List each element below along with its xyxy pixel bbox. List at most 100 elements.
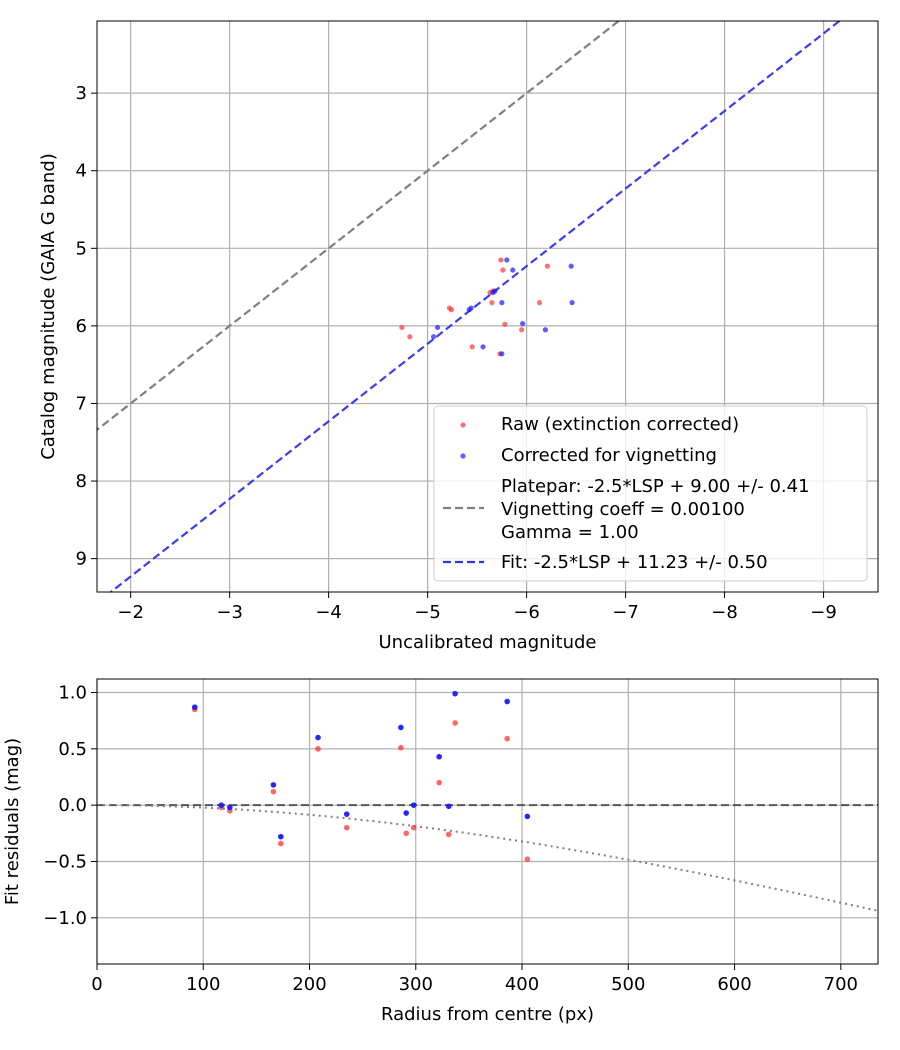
bottom-ticks: 0 100 200 300 400 500 600 700 1.0 0.5 0.0 −0.5 −1.0 (43, 683, 858, 995)
corrected-residual-point (410, 802, 417, 808)
bottom-plot: 0 100 200 300 400 500 600 7001.00.50.0−0.5−1.0 … (2, 678, 879, 1025)
y-tick-label: 9 (76, 549, 87, 570)
bottom-x-axis-label: Radius from centre (px) (381, 1004, 594, 1025)
raw-point (544, 263, 550, 269)
y-tick-label: 7 (76, 393, 87, 414)
raw-residual-point (410, 824, 417, 831)
raw-point (519, 327, 525, 333)
bottom-points (191, 690, 531, 863)
top-points (399, 257, 575, 357)
corrected-point (492, 288, 498, 294)
x-tick-label: −9 (810, 602, 837, 623)
x-tick-label: 0 (91, 974, 102, 995)
legend-box (433, 405, 868, 582)
y-tick-label: −0.5 (43, 851, 87, 872)
corrected-point (480, 344, 486, 350)
raw-point (407, 334, 413, 340)
y-tick-label: 6 (76, 316, 87, 337)
top-y-axis-label: Catalog magnitude (GAIA G band) (38, 153, 59, 460)
y-tick-label: 0.0 (58, 795, 87, 816)
raw-point (489, 300, 495, 306)
bottom-lines (97, 804, 879, 912)
x-tick-label: −8 (711, 602, 738, 623)
top-plot: −2 −3 −4 −5 −6 −7 −8 −9 3 4 5 6 7 8 9 Uncalibrated mag… (38, 20, 879, 653)
corrected-point (430, 334, 437, 340)
y-tick-label: 3 (76, 83, 87, 104)
x-tick-label: 400 (505, 974, 539, 995)
raw-residual-point (278, 840, 284, 847)
top-plot-frame (96, 20, 879, 593)
corrected-residual-point (315, 734, 321, 741)
y-tick-label: 8 (76, 471, 87, 492)
corrected-point (504, 257, 510, 263)
raw-residual-point (343, 824, 350, 831)
corrected-residual-point (398, 724, 404, 731)
top-ticks: −2 −3 −4 −5 −6 −7 −8 −9 3 4 5 6 7 8 9 (76, 83, 837, 623)
corrected-point (542, 327, 549, 333)
corrected-point (499, 300, 505, 306)
x-tick-label: 500 (611, 974, 645, 995)
y-tick-label: 5 (76, 238, 87, 259)
raw-residual-point (452, 720, 458, 726)
legend-vignetting-label: Vignetting coeff = 0.00100 (501, 499, 745, 520)
raw-residual-point (403, 830, 410, 837)
corrected-residual-point (436, 753, 442, 760)
corrected-point (520, 320, 526, 327)
corrected-point (568, 263, 574, 269)
x-tick-label: −7 (612, 602, 639, 623)
corrected-residual-point (227, 804, 233, 811)
corrected-residual-point (191, 704, 198, 710)
y-tick-label: 0.5 (58, 739, 87, 760)
x-tick-label: 200 (292, 974, 326, 995)
x-tick-label: −6 (513, 602, 540, 623)
raw-residual-point (504, 735, 510, 742)
x-tick-label: −4 (315, 602, 342, 623)
raw-point (502, 321, 508, 327)
legend-gamma-label: Gamma = 1.00 (501, 522, 639, 543)
raw-residual-point (270, 788, 277, 795)
corrected-residual-point (504, 698, 510, 705)
legend-corrected-label: Corrected for vignetting (501, 445, 717, 466)
corrected-point (434, 324, 441, 331)
platepar-line (96, 20, 620, 431)
corrected-residual-point (343, 811, 350, 817)
x-tick-label: −5 (414, 602, 441, 623)
corrected-point (499, 351, 505, 357)
corrected-point (510, 267, 516, 273)
raw-point (498, 257, 504, 263)
y-tick-label: −1.0 (43, 908, 87, 929)
raw-point (469, 344, 475, 350)
bottom-plot-frame (96, 678, 879, 965)
x-tick-label: 300 (399, 974, 433, 995)
legend-raw-label: Raw (extinction corrected) (501, 414, 739, 435)
corrected-residual-point (524, 813, 531, 820)
corrected-point (468, 305, 474, 311)
raw-residual-point (524, 856, 531, 863)
top-lines (96, 20, 841, 593)
legend-platepar-label: Platepar: -2.5*LSP + 9.00 +/- 0.41 (501, 476, 810, 497)
y-tick-label: 1.0 (58, 683, 87, 704)
corrected-residual-point (278, 833, 284, 840)
bottom-y-axis-label: Fit residuals (mag) (2, 738, 23, 905)
legend-raw-marker (460, 422, 466, 428)
raw-residual-point (315, 746, 321, 752)
x-tick-label: −3 (216, 602, 243, 623)
raw-point (500, 267, 506, 273)
corrected-residual-point (445, 803, 452, 810)
legend-corrected-marker (460, 453, 466, 459)
x-tick-label: 100 (186, 974, 220, 995)
corrected-point (569, 300, 575, 306)
raw-point (536, 300, 543, 306)
corrected-residual-point (452, 690, 458, 697)
x-tick-label: −2 (117, 602, 144, 623)
raw-point (448, 307, 454, 313)
corrected-residual-point (403, 810, 410, 816)
top-x-axis-label: Uncalibrated magnitude (378, 632, 596, 653)
legend-fit-label: Fit: -2.5*LSP + 11.23 +/- 0.50 (501, 552, 768, 573)
corrected-residual-point (270, 782, 277, 788)
raw-residual-point (445, 831, 452, 838)
corrected-residual-point (218, 802, 225, 808)
x-tick-label: 600 (717, 974, 751, 995)
raw-residual-point (436, 779, 442, 786)
